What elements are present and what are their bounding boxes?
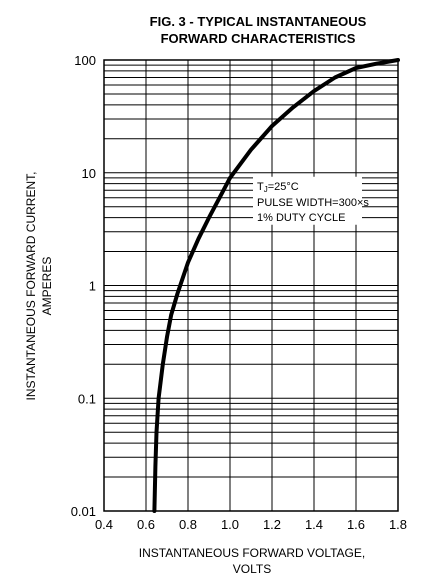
y-axis-label-line1: INSTANTANEOUS FORWARD CURRENT, bbox=[24, 172, 38, 401]
tick-labels: 0.4 0.6 0.8 1.0 1.2 1.4 1.6 1.8 0.01 0.1 1 10 100 bbox=[71, 53, 407, 532]
grid-lines bbox=[103, 60, 399, 512]
x-axis-label-line1: INSTANTANEOUS FORWARD VOLTAGE, bbox=[139, 546, 365, 560]
y-tick-label: 0.1 bbox=[78, 391, 96, 406]
annotation-duty-cycle: 1% DUTY CYCLE bbox=[257, 212, 345, 224]
x-tick-label: 1.8 bbox=[389, 517, 407, 532]
annotation-box bbox=[253, 176, 362, 225]
forward-characteristic-curve bbox=[152, 58, 400, 513]
x-tick-label: 1.0 bbox=[221, 517, 239, 532]
annotation-junction-temp: TJ=25°C bbox=[257, 181, 299, 194]
x-tick-label: 0.8 bbox=[179, 517, 197, 532]
y-tick-label: 10 bbox=[82, 166, 96, 181]
x-tick-label: 0.6 bbox=[137, 517, 155, 532]
plot-frame bbox=[103, 59, 399, 512]
x-axis-label-line2: VOLTS bbox=[233, 562, 271, 576]
x-tick-label: 1.4 bbox=[305, 517, 323, 532]
chart-title-line1: FIG. 3 - TYPICAL INSTANTANEOUS bbox=[150, 14, 367, 29]
y-tick-label: 100 bbox=[74, 53, 96, 68]
x-tick-label: 1.6 bbox=[347, 517, 365, 532]
x-tick-label: 0.4 bbox=[95, 517, 113, 532]
annotation-pulse-width: PULSE WIDTH=300×s bbox=[257, 197, 369, 209]
y-tick-label: 0.01 bbox=[71, 504, 96, 519]
y-tick-label: 1 bbox=[89, 279, 96, 294]
y-axis-label-line2: AMPERES bbox=[40, 257, 54, 316]
x-tick-label: 1.2 bbox=[263, 517, 281, 532]
chart-title-line2: FORWARD CHARACTERISTICS bbox=[161, 31, 356, 46]
